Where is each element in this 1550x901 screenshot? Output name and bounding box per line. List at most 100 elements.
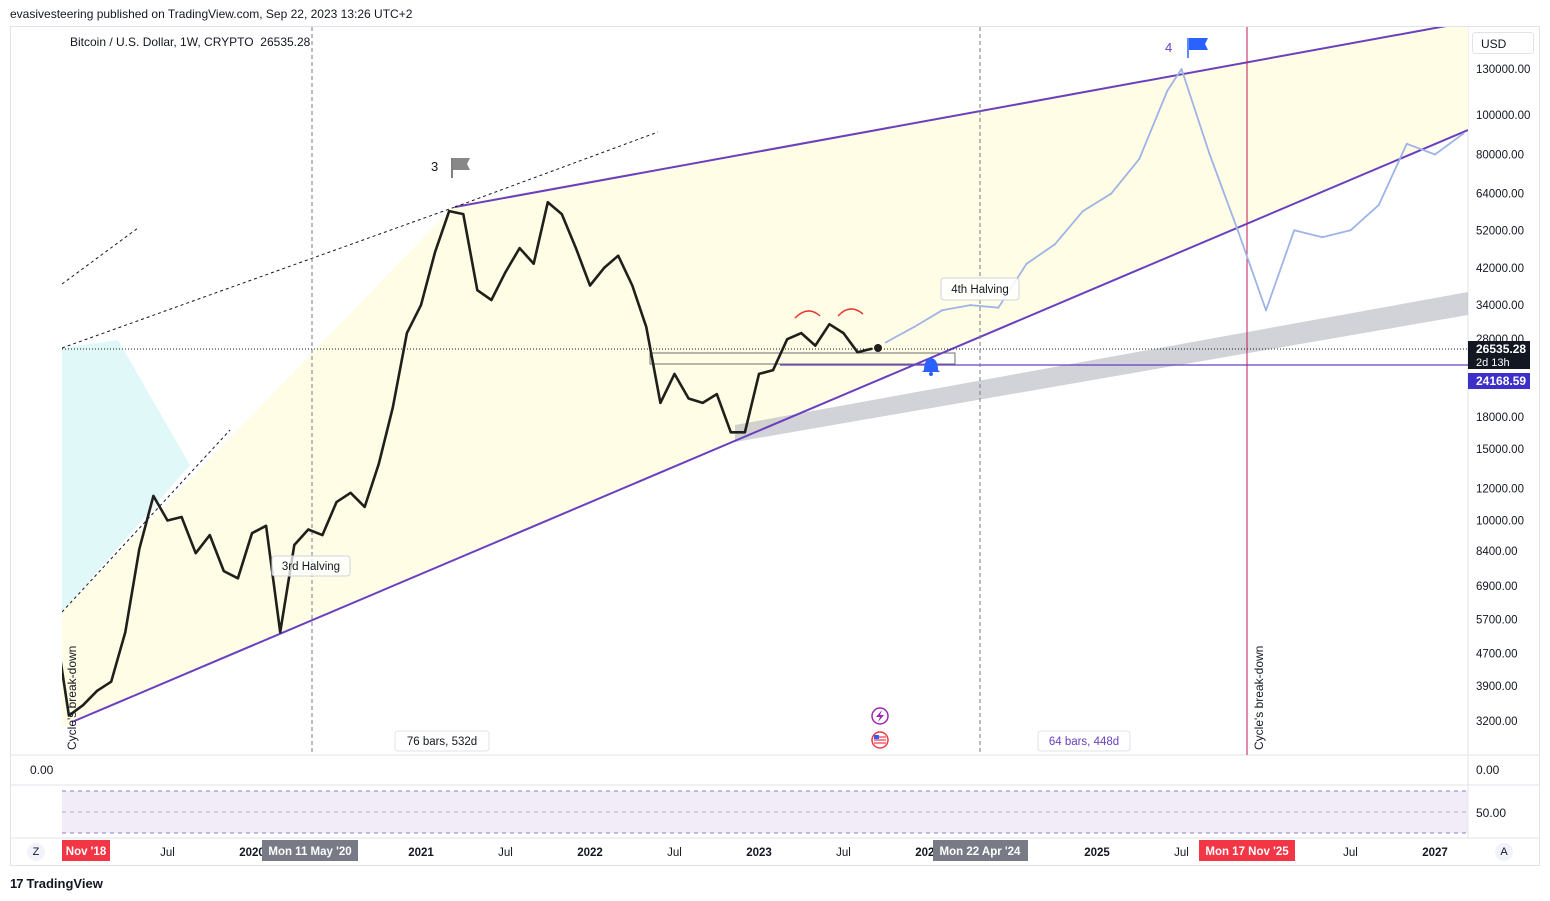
currency-button[interactable]: USD bbox=[1472, 32, 1534, 54]
dashed-trend-1 bbox=[62, 429, 231, 613]
price-point bbox=[180, 516, 183, 518]
publisher-line: evasivesteering published on TradingView… bbox=[10, 7, 413, 21]
price-point bbox=[222, 570, 225, 573]
price-point bbox=[518, 247, 521, 250]
projection-point bbox=[1434, 153, 1436, 156]
projection-point bbox=[884, 341, 887, 344]
price-point bbox=[194, 552, 197, 555]
last-price-label: 26535.28 bbox=[1476, 342, 1526, 356]
support-band bbox=[735, 292, 1468, 442]
flag-4-label: 4 bbox=[1165, 40, 1172, 55]
indicator-axis-mid: 50.00 bbox=[1476, 806, 1506, 820]
channel-lower-line bbox=[71, 129, 1468, 723]
marker-3-tag bbox=[1199, 840, 1295, 861]
log-scale-button[interactable]: Z bbox=[27, 843, 45, 861]
price-point bbox=[208, 534, 211, 537]
cycle-breakdown-left: Cycle's break-down bbox=[65, 646, 79, 750]
range-1-label: 76 bars, 532d bbox=[407, 736, 477, 748]
plot-area bbox=[62, 27, 1468, 755]
price-axis[interactable]: 130000.00 100000.00 80000.00 64000.00 52000.… bbox=[1476, 64, 1530, 728]
projection-point bbox=[941, 309, 944, 312]
lightning-event-icon[interactable] bbox=[871, 707, 889, 725]
indicator-value: 0.00 bbox=[30, 763, 54, 777]
price-tick-label: 4700.00 bbox=[1476, 648, 1518, 660]
left-marker-label: Nov '18 bbox=[66, 846, 107, 858]
halving-3-label: 3rd Halving bbox=[282, 561, 340, 573]
dashed-trend-4 bbox=[62, 227, 139, 285]
price-point bbox=[673, 372, 676, 375]
level-tag bbox=[1468, 373, 1530, 389]
projection-line bbox=[885, 68, 1464, 344]
price-tick-label: 5700.00 bbox=[1476, 614, 1518, 626]
price-point bbox=[490, 299, 493, 301]
projection-point bbox=[1462, 132, 1465, 135]
price-point bbox=[152, 494, 155, 497]
projection-point bbox=[1236, 229, 1239, 232]
price-point bbox=[476, 289, 479, 292]
price-point bbox=[532, 262, 535, 265]
range-1-box bbox=[394, 730, 490, 752]
price-point bbox=[729, 431, 732, 434]
tradingview-logo[interactable]: 17 TradingView bbox=[10, 876, 103, 891]
price-tick-label: 34000.00 bbox=[1476, 300, 1524, 312]
price-point bbox=[870, 347, 873, 350]
auto-scale-button[interactable]: A bbox=[1495, 843, 1513, 861]
projection-point bbox=[1349, 229, 1352, 232]
price-point bbox=[814, 344, 817, 347]
price-point bbox=[124, 631, 127, 634]
level-label: 24168.59 bbox=[1476, 374, 1526, 388]
time-tick-label: 2025 bbox=[1084, 847, 1110, 859]
symbol-title: Bitcoin / U.S. Dollar, 1W, CRYPTO 26535.… bbox=[70, 35, 310, 49]
projection-point bbox=[1293, 229, 1296, 232]
price-point bbox=[349, 491, 352, 494]
price-point bbox=[842, 332, 845, 335]
price-point bbox=[448, 210, 451, 213]
projection-point bbox=[1138, 157, 1141, 160]
price-point bbox=[293, 544, 296, 546]
price-point bbox=[420, 304, 422, 307]
channel-upper-line bbox=[454, 27, 1447, 208]
time-axis[interactable]: Jul 2020 2021 Jul 2022 Jul 2023 Jul 2024 2025 Jul J… bbox=[160, 847, 1448, 859]
price-point bbox=[828, 323, 831, 326]
projection-point bbox=[1265, 309, 1267, 312]
projection-point bbox=[1110, 192, 1113, 195]
arc-left bbox=[794, 310, 821, 319]
price-tick-label: 18000.00 bbox=[1476, 412, 1524, 424]
symbol-last: 26535.28 bbox=[260, 35, 311, 49]
countdown-label: 2d 13h bbox=[1476, 357, 1510, 369]
price-point bbox=[251, 532, 253, 535]
time-tick-label: 2023 bbox=[746, 847, 772, 859]
price-point bbox=[391, 406, 394, 409]
alert-bell-icon[interactable] bbox=[922, 358, 940, 376]
price-point bbox=[800, 332, 803, 335]
time-tick-label: Jul bbox=[836, 847, 851, 859]
time-tick-label: Jul bbox=[160, 847, 175, 859]
price-tick-label: 6900.00 bbox=[1476, 581, 1518, 593]
projection-point bbox=[912, 326, 915, 329]
halving-3-box bbox=[271, 555, 351, 577]
projection-point bbox=[969, 304, 972, 307]
price-tick-label: 42000.00 bbox=[1476, 263, 1524, 275]
price-point bbox=[772, 369, 775, 372]
projection-point bbox=[1377, 204, 1380, 207]
range-2-label: 64 bars, 448d bbox=[1049, 736, 1119, 748]
marker-2-label: Mon 22 Apr '24 bbox=[940, 846, 1022, 858]
price-point bbox=[335, 501, 338, 504]
price-point bbox=[377, 462, 380, 465]
projection-point bbox=[1081, 210, 1084, 213]
price-tick-label: 12000.00 bbox=[1476, 483, 1524, 495]
projection-point bbox=[1208, 153, 1211, 156]
dashed-trend-3 bbox=[454, 131, 659, 208]
projection-series bbox=[884, 68, 1465, 344]
current-price-dot bbox=[874, 344, 882, 352]
us-flag-event-icon[interactable] bbox=[871, 731, 889, 749]
time-tick-label: Jul bbox=[1343, 847, 1358, 859]
chart-frame bbox=[10, 26, 1540, 866]
price-point bbox=[856, 351, 859, 354]
projection-point bbox=[1025, 262, 1028, 265]
time-tick-label: 2022 bbox=[577, 847, 603, 859]
price-tick-label: 3200.00 bbox=[1476, 716, 1518, 728]
last-price-tag bbox=[1468, 341, 1530, 369]
price-point bbox=[462, 213, 465, 216]
